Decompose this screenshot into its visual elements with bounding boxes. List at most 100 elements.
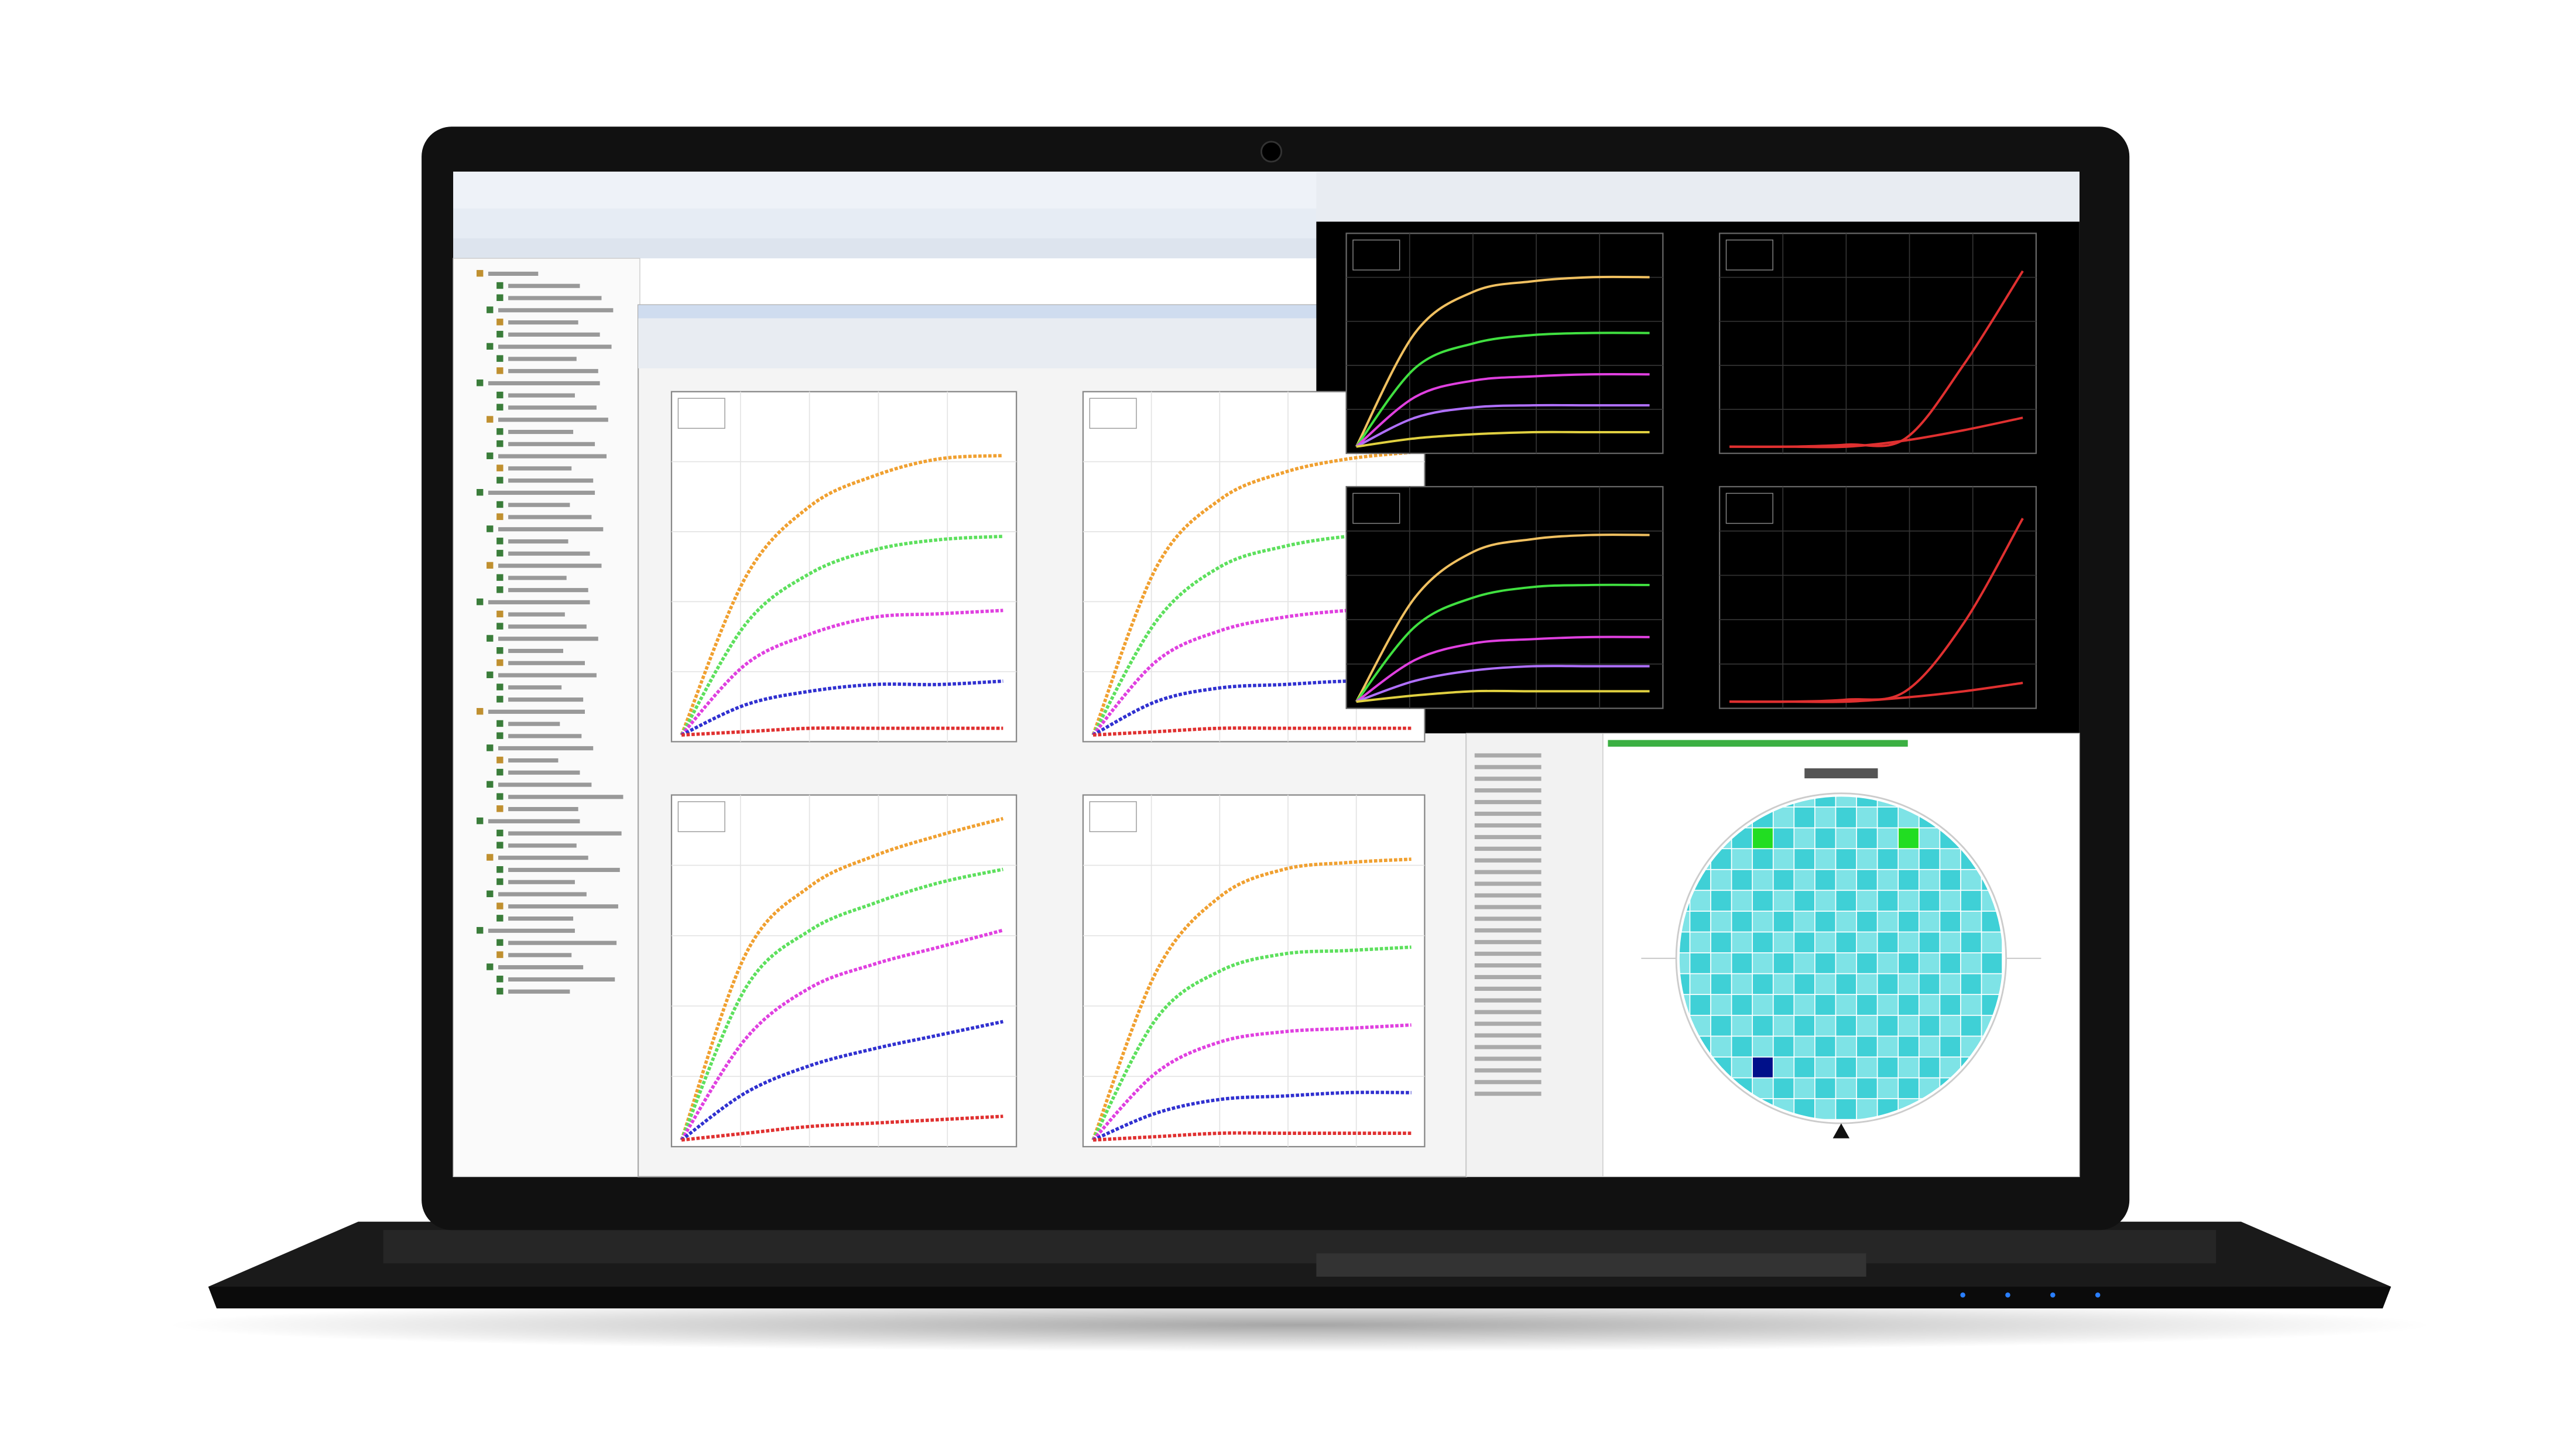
die [1753,932,1773,953]
die [1919,849,1940,869]
die [1919,974,1940,994]
die [1940,974,1961,994]
status-lights [1960,1292,2101,1298]
die [1690,995,1711,1015]
die [1815,932,1835,953]
die [1773,974,1794,994]
tree-icon [496,793,503,800]
die [1836,1099,1856,1119]
tree-icon [477,379,484,387]
tree-icon [496,866,503,873]
tree-icon [496,367,503,374]
tree-text [508,734,582,738]
list-text [1474,986,1542,991]
tree-text [498,965,584,970]
die [1732,849,1752,869]
tree-icon [496,428,503,435]
die [1878,1037,1898,1057]
tree-icon [496,440,503,447]
die [1773,870,1794,890]
shadow [166,1298,2433,1352]
plot-legend [1725,493,1773,524]
plots [670,232,2037,1148]
die [1679,932,1690,953]
die [1899,891,1919,911]
die [1856,828,1877,849]
die [1961,953,1981,973]
die [1856,1057,1877,1078]
list-text [1474,940,1542,945]
plot-legend [1352,240,1400,271]
toolbar[interactable] [453,208,1320,238]
tree-icon [487,744,494,751]
die [1794,1078,1815,1099]
base-edge [208,1287,2392,1309]
tree-text [508,770,580,775]
tree-text [498,746,594,751]
die [1732,891,1752,911]
tab-bar[interactable] [453,238,1320,259]
tree-text [508,539,568,544]
dark-window-toolbar[interactable] [1316,172,2080,222]
curve [1356,430,1650,448]
curve [1355,331,1650,447]
tree-icon [496,659,503,666]
die [1878,932,1898,953]
tree-text [508,685,562,690]
die [1711,995,1731,1015]
die [1836,828,1856,849]
die [1856,1037,1877,1057]
tree-icon [487,635,494,642]
tree-text [508,661,585,665]
die [1794,932,1815,953]
tree-text [498,892,587,897]
die [1794,828,1815,849]
curve [680,535,1003,736]
tree-icon [496,538,503,545]
die [1919,1015,1940,1036]
die [1856,1099,1877,1119]
die [1856,1078,1877,1099]
tree-icon [496,549,503,557]
die [1856,849,1877,869]
menu-bar [453,172,1320,208]
tree-icon [477,489,484,496]
tree-icon [477,707,484,715]
curve [1092,1131,1412,1142]
keyboard [383,1230,2217,1264]
tree-panel[interactable] [453,258,640,1177]
curve [1355,275,1650,447]
tree-text [508,369,598,374]
die [1690,953,1711,973]
tree-text [488,490,595,495]
tree-text [508,697,584,702]
tree-text [508,624,587,629]
curve [680,867,1003,1141]
die [1899,1078,1919,1099]
curve [1355,635,1650,703]
tree-text [508,989,570,994]
curve [1091,945,1412,1141]
die [1940,1015,1961,1036]
die [1836,1015,1856,1036]
die [1940,995,1961,1015]
die [1856,911,1877,932]
die [1815,807,1835,827]
die [1836,995,1856,1015]
tree-text [498,637,598,641]
die [1711,891,1731,911]
tree-text [488,819,580,823]
webcam [1260,141,1283,163]
plot-legend [677,398,725,429]
tree-text [508,320,578,325]
list-text [1474,928,1542,933]
die [1753,995,1773,1015]
plot-area [670,391,1018,743]
die [1919,891,1940,911]
tree-text [508,941,617,945]
die [1794,995,1815,1015]
die [1836,953,1856,973]
die [1732,870,1752,890]
tree-text [498,454,607,459]
